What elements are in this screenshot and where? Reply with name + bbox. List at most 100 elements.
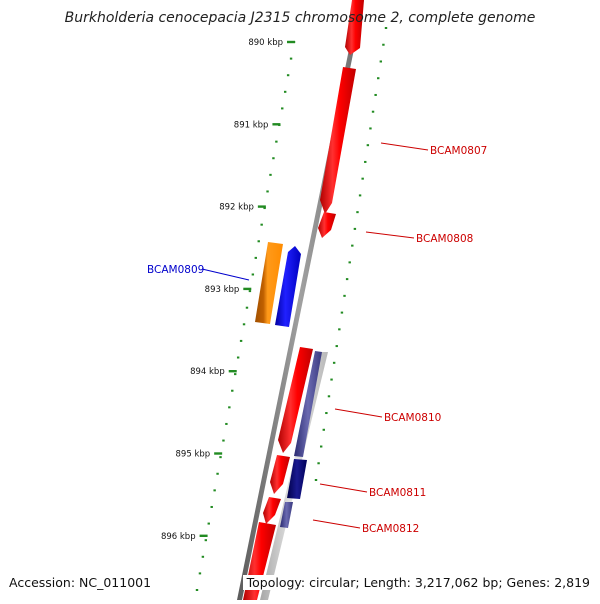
right-tick-dot <box>330 378 333 381</box>
kbp-tick-label: 894 kbp <box>190 367 225 377</box>
right-tick-track <box>314 27 388 481</box>
left-tick-dot <box>225 422 228 425</box>
right-tick-dot <box>379 60 383 63</box>
right-tick-dot <box>325 412 328 415</box>
kbp-tick-label: 896 kbp <box>161 532 196 542</box>
right-tick-dot <box>366 144 370 147</box>
gene-bcam0809[interactable] <box>255 242 283 324</box>
left-tick-dot <box>251 273 255 276</box>
navy-feature-1 <box>287 459 307 499</box>
right-tick-dot <box>345 278 349 281</box>
right-tick-dot <box>335 345 338 348</box>
left-tick-dot <box>272 157 275 160</box>
right-tick-dot <box>382 43 385 46</box>
gene-label-bcam0808[interactable]: BCAM0808 <box>416 233 473 245</box>
left-tick-dot <box>289 57 293 60</box>
right-tick-dot <box>374 93 377 96</box>
right-tick-dot <box>322 428 325 431</box>
right-tick-dot <box>351 244 354 247</box>
left-tick-dot <box>231 389 234 392</box>
left-tick-dot <box>266 190 269 193</box>
left-tick-dot <box>213 489 216 492</box>
right-tick-dot <box>343 294 346 297</box>
kbp-tick-label: 893 kbp <box>205 285 240 295</box>
left-tick-dot <box>239 339 243 342</box>
left-tick-dot <box>275 140 278 143</box>
right-tick-dot <box>384 27 388 29</box>
left-tick-track <box>195 41 296 591</box>
gene-bcam0812[interactable] <box>263 497 281 524</box>
right-tick-dot <box>319 445 323 448</box>
right-tick-dot <box>356 211 359 214</box>
genome-summary: Topology: circular; Length: 3,217,062 bp… <box>242 575 590 590</box>
left-tick-dot <box>222 439 225 442</box>
right-tick-dot <box>340 311 344 314</box>
right-tick-dot <box>361 177 364 180</box>
slate-feature <box>294 351 322 457</box>
right-tick-dot <box>377 77 380 80</box>
left-tick-dot <box>201 555 205 558</box>
gene-bcam0807[interactable] <box>320 67 356 214</box>
left-tick-dot <box>195 589 199 591</box>
left-tick-dot <box>216 472 219 475</box>
gene-label-bcam0810[interactable]: BCAM0810 <box>384 412 441 424</box>
kbp-tick-label: 890 kbp <box>248 38 283 48</box>
gene-bcam0806[interactable] <box>345 0 364 55</box>
right-tick-dot <box>327 395 331 398</box>
gene-bcam0808[interactable] <box>318 212 336 238</box>
left-tick-dot <box>248 290 252 293</box>
left-tick-dot <box>207 522 210 525</box>
gene-bcam0809-partner[interactable] <box>275 246 301 327</box>
map-title: Burkholderia cenocepacia J2315 chromosom… <box>64 10 536 26</box>
kbp-major-tick <box>199 534 208 537</box>
right-tick-dot <box>364 160 367 163</box>
left-tick-dot <box>257 240 260 243</box>
right-tick-dot <box>314 479 318 481</box>
right-tick-dot <box>369 127 372 130</box>
left-tick-dot <box>210 505 213 508</box>
left-tick-dot <box>269 173 272 176</box>
left-tick-dot <box>286 74 290 77</box>
left-tick-dot <box>198 572 202 575</box>
kbp-tick-label: 891 kbp <box>234 120 269 130</box>
left-tick-dot <box>236 356 240 359</box>
accession-label: Accession: NC_011001 <box>9 575 152 590</box>
kbp-major-tick <box>243 287 252 291</box>
left-tick-dot <box>260 223 263 226</box>
gene-bcam0810[interactable] <box>278 347 313 453</box>
leader-bcam0812 <box>312 519 361 529</box>
left-tick-dot <box>204 539 208 542</box>
leader-bcam0808 <box>365 231 415 239</box>
kbp-major-tick <box>214 452 223 455</box>
scale-labels: 890 kbp 891 kbp 892 kbp 893 kbp 894 kbp 895 k… <box>161 38 295 542</box>
kbp-major-tick <box>257 205 266 208</box>
left-tick-dot <box>283 90 287 93</box>
navy-feature-2 <box>280 502 293 528</box>
right-tick-dot <box>332 361 336 364</box>
leader-bcam0807 <box>380 142 429 151</box>
kbp-major-tick <box>287 40 295 44</box>
gene-bcam0811[interactable] <box>270 455 290 494</box>
leader-bcam0811 <box>319 483 368 493</box>
leader-bcam0810 <box>334 408 383 418</box>
right-tick-dot <box>371 110 375 113</box>
gene-label-bcam0812[interactable]: BCAM0812 <box>362 523 419 535</box>
left-tick-dot <box>242 323 246 326</box>
gene-label-bcam0807[interactable]: BCAM0807 <box>430 145 487 157</box>
gene-label-bcam0811[interactable]: BCAM0811 <box>369 487 426 499</box>
left-tick-dot <box>263 207 266 210</box>
right-tick-dot <box>358 194 362 197</box>
kbp-tick-label: 895 kbp <box>176 450 211 460</box>
left-tick-dot <box>281 107 284 110</box>
left-tick-dot <box>234 373 237 376</box>
right-tick-dot <box>348 261 351 264</box>
kbp-major-tick <box>272 123 281 126</box>
kbp-major-tick <box>228 370 237 373</box>
right-tick-dot <box>317 462 320 465</box>
right-tick-dot <box>353 227 357 230</box>
gene-label-bcam0809[interactable]: BCAM0809 <box>147 264 204 276</box>
left-tick-dot <box>254 256 257 259</box>
right-tick-dot <box>338 328 341 331</box>
